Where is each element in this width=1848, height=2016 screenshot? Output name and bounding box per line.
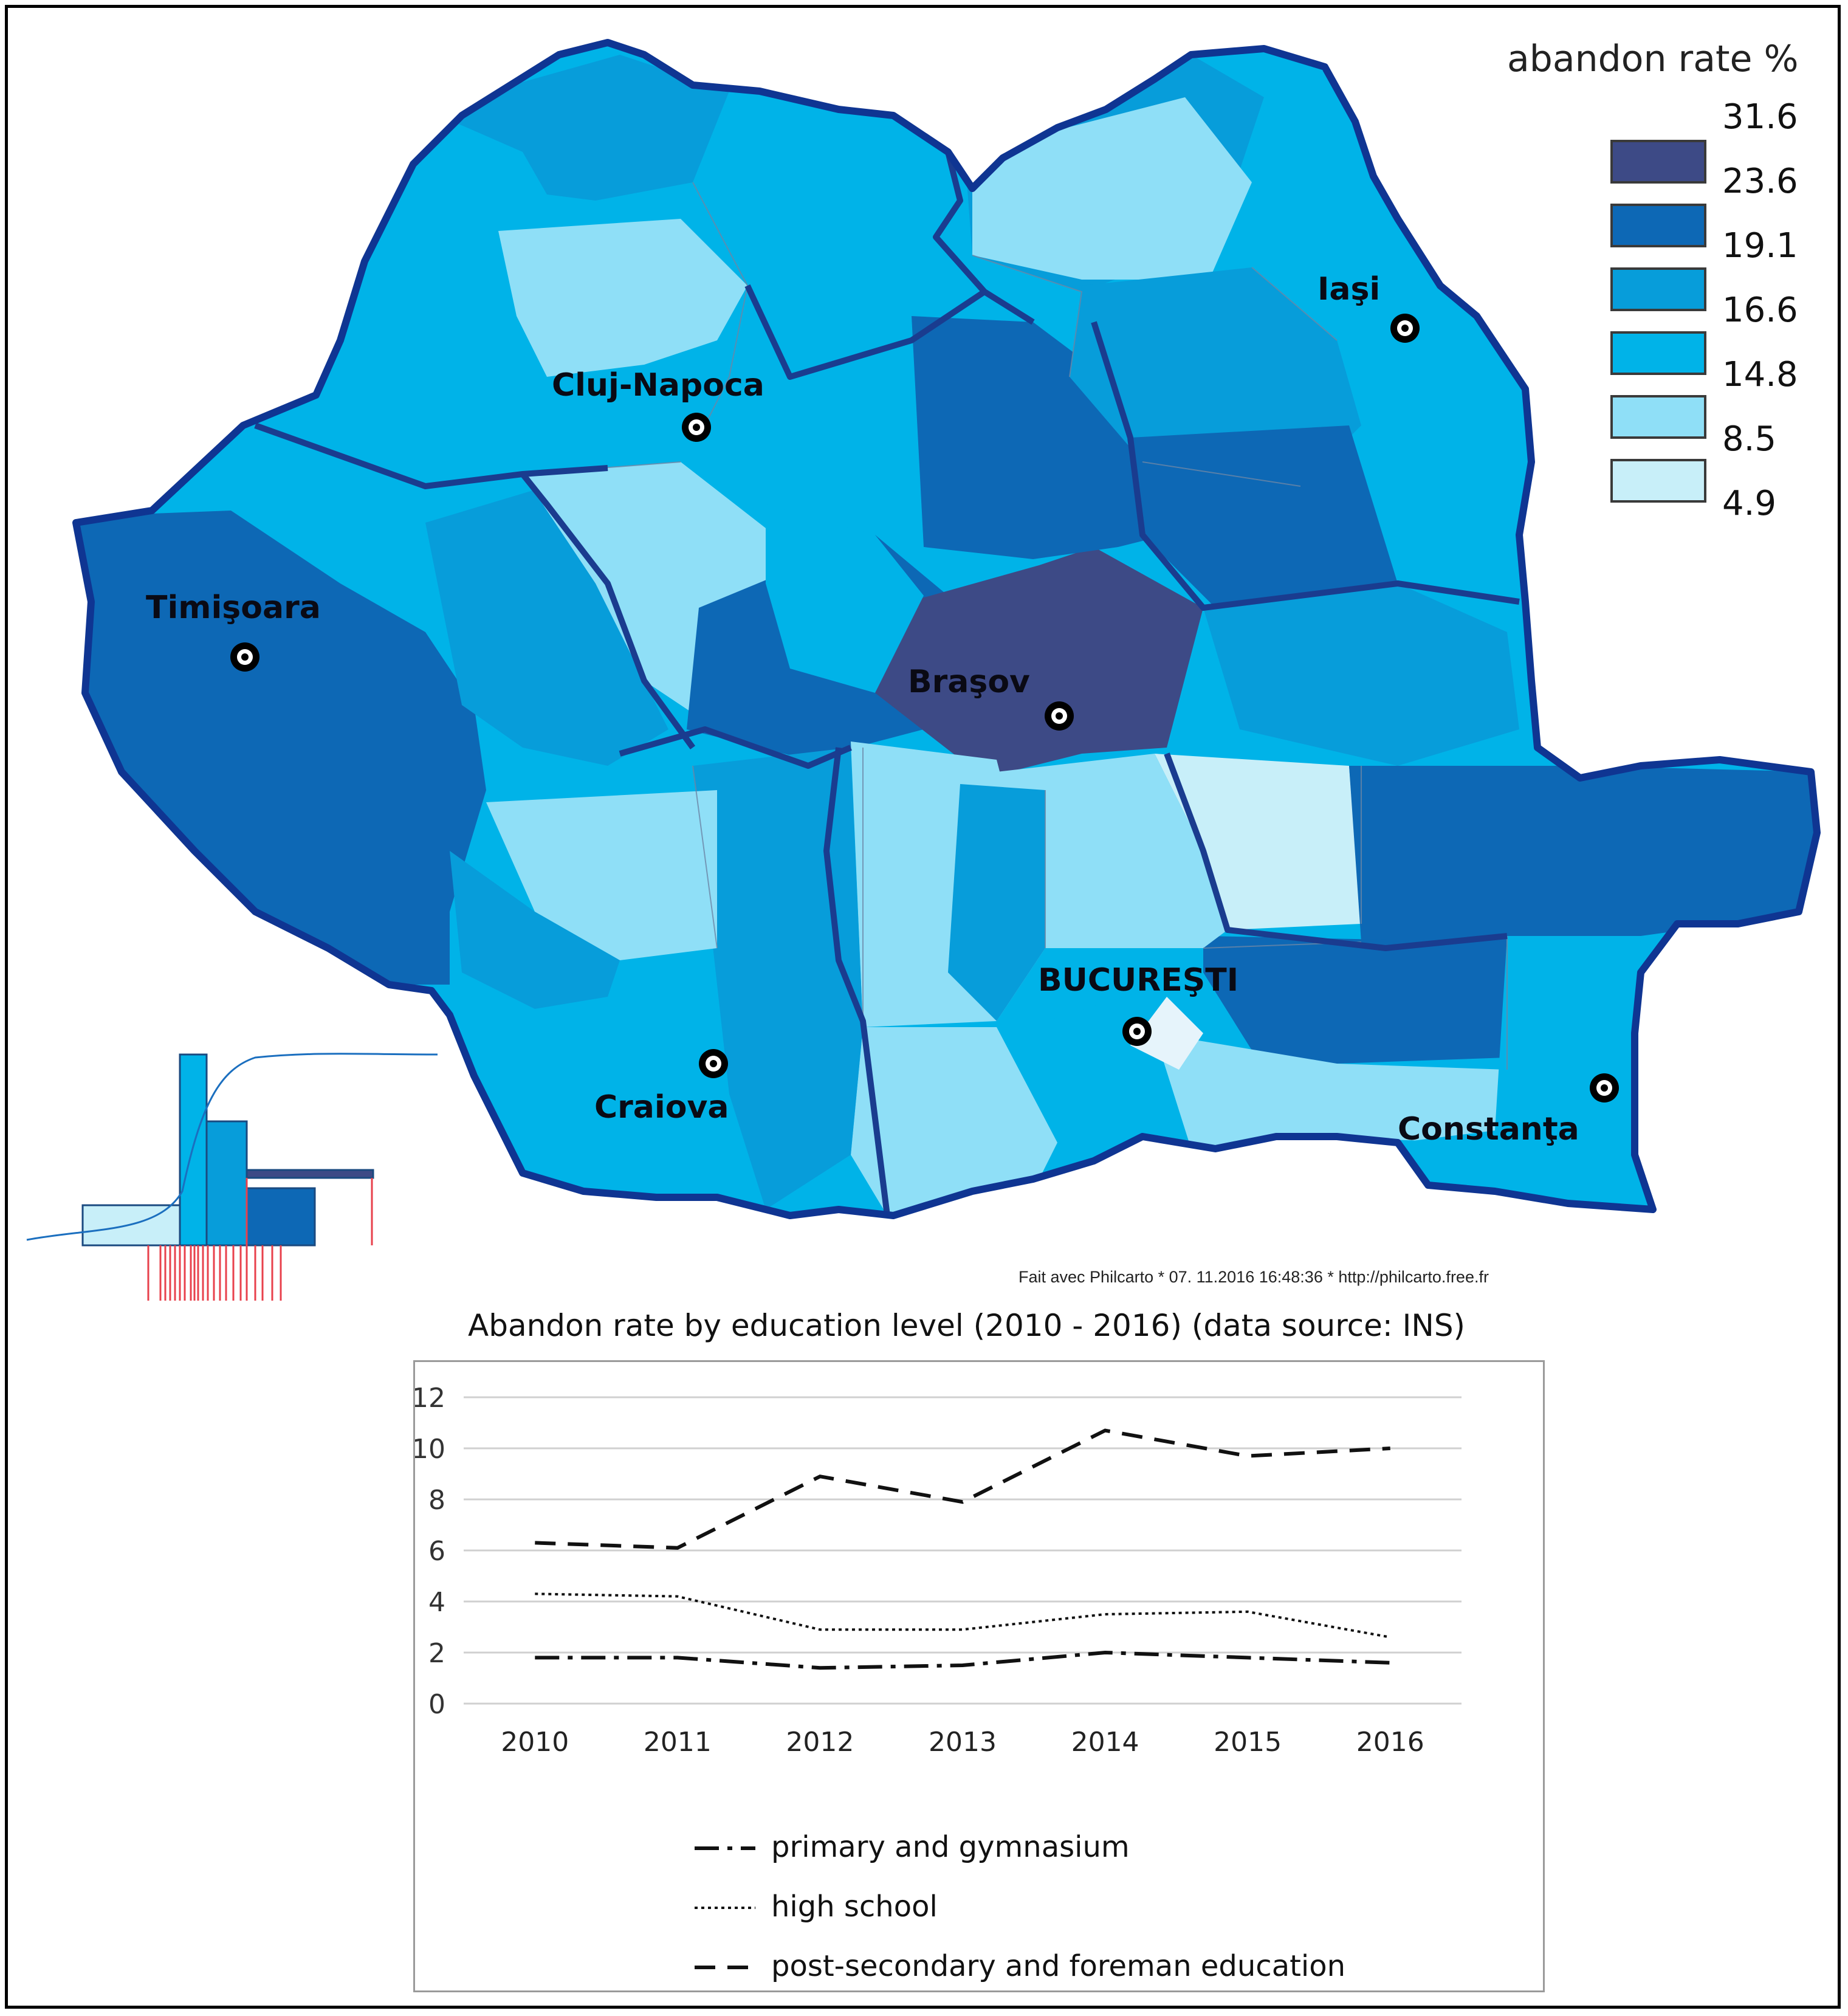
region-olt xyxy=(693,748,863,1209)
region-gorj-valcea xyxy=(486,790,717,960)
region-dambovita xyxy=(948,784,1045,1021)
development-region-boundaries xyxy=(254,151,1520,1216)
city-label-craiova: Craiova xyxy=(594,1089,729,1126)
city-label-timisoara: Timişoara xyxy=(146,590,321,626)
y-tick-label: 10 xyxy=(415,1434,445,1465)
region-vrancea xyxy=(1203,583,1519,766)
legend-break-2: 23.6 xyxy=(1722,162,1798,201)
region-mures xyxy=(766,504,924,693)
line-chart-panel: 0 2 4 6 8 10 12 2010 2011 2012 2013 2014 2015 2016 p… xyxy=(413,1360,1545,1992)
y-tick-label: 2 xyxy=(428,1638,445,1669)
legend-swatch-5 xyxy=(1610,395,1706,439)
city-markers xyxy=(230,314,1619,1103)
city-label-bucuresti: BUCUREŞTI xyxy=(1038,962,1239,999)
x-tick-label: 2016 xyxy=(1356,1727,1424,1758)
region-mehedinti xyxy=(450,851,620,1009)
county-regions xyxy=(76,43,1817,1216)
chart-series xyxy=(535,1428,1391,1670)
chart-title: Abandon rate by education level (2010 - … xyxy=(468,1308,1466,1343)
legend-break-3: 19.1 xyxy=(1722,226,1798,266)
y-tick-label: 0 xyxy=(428,1689,445,1720)
city-marker-cluj xyxy=(682,413,711,442)
legend-swatch-6 xyxy=(1610,459,1706,503)
histogram-bar-4 xyxy=(246,1187,316,1247)
chart-y-tick-labels: 0 2 4 6 8 10 12 xyxy=(415,1383,445,1720)
country-border xyxy=(72,39,1821,1219)
region-brasov xyxy=(875,547,1203,778)
x-tick-label: 2012 xyxy=(786,1727,854,1758)
legend-label-high-school: high school xyxy=(771,1890,938,1924)
legend-break-6: 8.5 xyxy=(1722,419,1777,459)
philcarto-credit: Fait avec Philcarto * 07. 11.2016 16:48:… xyxy=(1018,1268,1489,1286)
legend-swatch-3 xyxy=(1610,267,1706,311)
legend-swatch-4 xyxy=(1610,331,1706,375)
region-arad-hunedoara xyxy=(425,486,668,766)
legend-break-1: 31.6 xyxy=(1722,97,1798,137)
chart-gridlines xyxy=(464,1396,1462,1705)
city-marker-iasi xyxy=(1390,314,1420,343)
histogram-bar-3 xyxy=(205,1120,248,1247)
region-timis xyxy=(76,511,486,985)
city-marker-constanta xyxy=(1590,1073,1619,1103)
region-cluj xyxy=(498,219,747,377)
city-marker-craiova xyxy=(699,1049,728,1078)
legend-swatch-1 xyxy=(1610,140,1706,184)
region-ialomita xyxy=(1203,936,1507,1064)
distribution-histogram xyxy=(26,1053,438,1301)
histogram-bar-5 xyxy=(246,1169,374,1179)
city-marker-timisoara xyxy=(230,642,259,672)
legend-break-5: 14.8 xyxy=(1722,355,1798,394)
city-label-brasov: Braşov xyxy=(908,664,1030,700)
series-line-1 xyxy=(535,1592,1391,1639)
x-tick-label: 2014 xyxy=(1071,1727,1139,1758)
region-buzau xyxy=(1155,754,1361,930)
cumulative-curve xyxy=(26,1053,438,1241)
x-tick-label: 2013 xyxy=(929,1727,997,1758)
y-tick-label: 8 xyxy=(428,1485,445,1516)
city-label-iasi: Iaşi xyxy=(1317,271,1381,308)
region-bacau xyxy=(1130,425,1398,608)
legend-break-7: 4.9 xyxy=(1722,484,1777,523)
legend-break-4: 16.6 xyxy=(1722,291,1798,330)
legend-label-post-secondary: post-secondary and foreman education xyxy=(771,1949,1346,1983)
y-tick-label: 12 xyxy=(415,1383,445,1414)
city-label-constanta: Constanţa xyxy=(1398,1111,1579,1147)
chart-legend-samples xyxy=(695,1846,755,1969)
y-tick-label: 6 xyxy=(428,1536,445,1567)
series-line-2 xyxy=(535,1428,1390,1550)
chart-x-tick-labels: 2010 2011 2012 2013 2014 2015 2016 xyxy=(501,1727,1424,1758)
region-teleorman xyxy=(851,1027,1057,1216)
city-label-cluj: Cluj-Napoca xyxy=(552,367,764,404)
y-tick-label: 4 xyxy=(428,1587,445,1618)
line-chart: 0 2 4 6 8 10 12 2010 2011 2012 2013 2014 2015 2016 xyxy=(415,1383,1462,1969)
x-tick-label: 2015 xyxy=(1214,1727,1282,1758)
region-constanta xyxy=(1398,936,1653,1209)
region-tulcea-braila xyxy=(1349,766,1817,948)
region-botosani xyxy=(972,97,1252,280)
region-calarasi xyxy=(1155,1033,1507,1149)
city-marker-bucuresti xyxy=(1122,1017,1152,1046)
series-line-0 xyxy=(535,1650,1390,1670)
legend-swatch-2 xyxy=(1610,204,1706,247)
romania-choropleth-map xyxy=(26,39,1821,1301)
legend-label-primary: primary and gymnasium xyxy=(771,1830,1130,1864)
region-prahova xyxy=(997,754,1228,948)
rug-ticks xyxy=(147,1178,373,1301)
x-tick-label: 2011 xyxy=(644,1727,712,1758)
map-legend-title: abandon rate % xyxy=(1507,38,1799,80)
city-marker-brasov xyxy=(1045,701,1074,731)
region-bucuresti xyxy=(1130,997,1203,1070)
x-tick-label: 2010 xyxy=(501,1727,569,1758)
